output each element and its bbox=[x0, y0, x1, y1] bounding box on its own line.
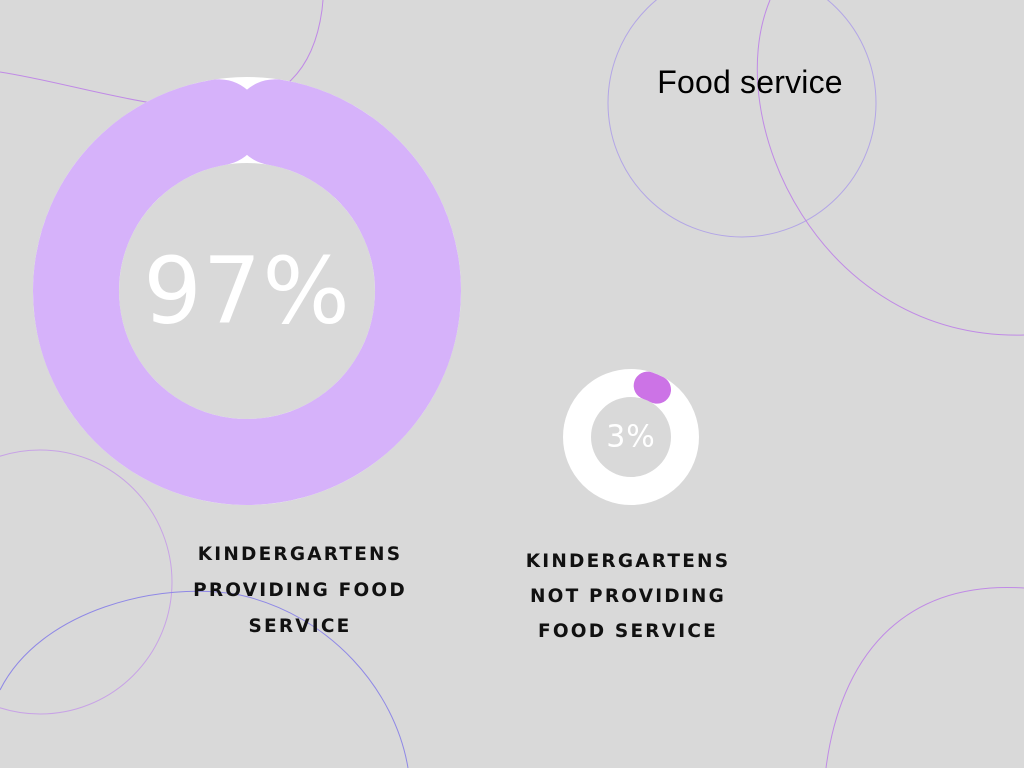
caption-providing: KINDERGARTENS PROVIDING FOOD SERVICE bbox=[175, 537, 425, 645]
deco-circle-top-right bbox=[607, 0, 877, 238]
caption-not-providing-line: KINDERGARTENS bbox=[525, 551, 731, 572]
deco-circle-bottom-left bbox=[0, 449, 173, 715]
donut-center-label-not-providing: 3% bbox=[606, 420, 656, 455]
slide-title: Food service bbox=[657, 64, 843, 100]
caption-providing-line: KINDERGARTENS bbox=[197, 544, 403, 565]
caption-providing-line: SERVICE bbox=[248, 616, 352, 637]
donut-track-not-providing bbox=[563, 369, 699, 505]
deco-curve-right bbox=[756, 0, 1024, 336]
donut-segment-providing bbox=[33, 79, 461, 505]
caption-not-providing-line: NOT PROVIDING bbox=[529, 586, 726, 607]
caption-not-providing: KINDERGARTENS NOT PROVIDING FOOD SERVICE bbox=[503, 544, 753, 649]
caption-not-providing-line: FOOD SERVICE bbox=[538, 621, 718, 642]
donut-segment-not-providing bbox=[633, 371, 672, 404]
donut-center-label-providing: 97% bbox=[143, 238, 350, 345]
deco-curve-bottom-left bbox=[0, 590, 409, 768]
deco-curve-bottom-right bbox=[825, 586, 1024, 768]
caption-providing-line: PROVIDING FOOD bbox=[193, 580, 407, 601]
